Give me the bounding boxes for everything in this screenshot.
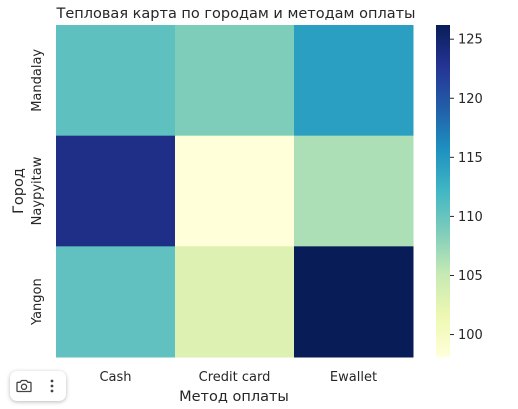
x-tick-label: Cash [99, 370, 131, 385]
y-tick-label: Yangon [30, 278, 45, 326]
colorbar-ticks: 100 105 110 115 120 125 [450, 33, 483, 343]
camera-icon [16, 379, 32, 393]
colorbar-tick-label: 100 [458, 328, 483, 343]
colorbar-tick-label: 115 [458, 151, 483, 166]
heatmap-cell-yangon-ewallet [294, 246, 414, 358]
colorbar [436, 25, 450, 357]
heatmap-cell-naypyitaw-cash [56, 135, 176, 247]
heatmap-cell-mandalay-credit-card [175, 25, 295, 137]
x-tick-labels: Cash Credit card Ewallet [99, 370, 377, 385]
y-tick-labels: Mandalay Naypyitaw Yangon [30, 49, 45, 326]
heatmap-cell-naypyitaw-credit-card [175, 135, 295, 247]
screenshot-button[interactable] [10, 371, 38, 401]
y-tick-label: Naypyitaw [30, 156, 45, 225]
y-axis-label: Город [11, 168, 27, 214]
chart-title: Тепловая карта по городам и методам опла… [55, 6, 415, 22]
heatmap-cell-mandalay-cash [56, 25, 176, 137]
x-tick-label: Ewallet [330, 370, 377, 385]
heatmap-cells [56, 25, 414, 358]
heatmap-cell-naypyitaw-ewallet [294, 135, 414, 247]
x-axis-label: Метод оплаты [179, 389, 289, 405]
heatmap-cell-mandalay-ewallet [294, 25, 414, 137]
more-vertical-icon [50, 379, 54, 393]
heatmap-cell-yangon-cash [56, 246, 176, 358]
chart-toolbar [10, 371, 66, 401]
colorbar-tick-label: 125 [458, 33, 483, 48]
colorbar-tick-label: 105 [458, 269, 483, 284]
x-tick-label: Credit card [199, 370, 271, 385]
more-options-button[interactable] [38, 371, 66, 401]
y-tick-label: Mandalay [30, 49, 45, 112]
heatmap-cell-yangon-credit-card [175, 246, 295, 358]
colorbar-tick-label: 110 [458, 210, 483, 225]
colorbar-tick-label: 120 [458, 92, 483, 107]
